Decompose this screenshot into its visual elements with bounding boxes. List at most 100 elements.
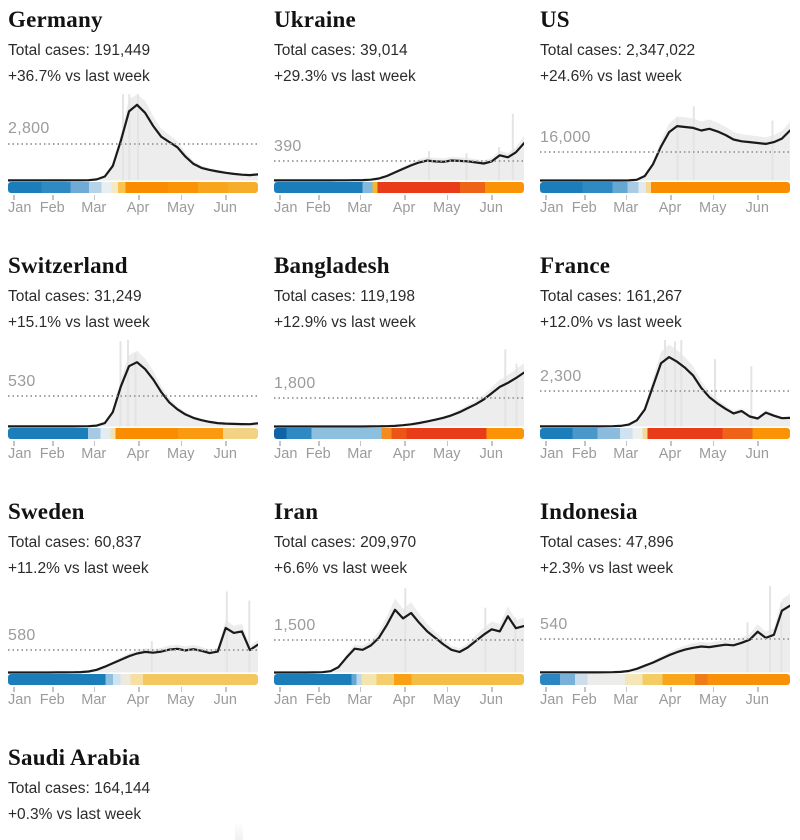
month-tick [404,440,406,446]
month-label: Jan [8,445,32,462]
country-title: Switzerland [8,253,128,278]
line-chart-canvas [540,106,790,182]
daily-bars-silhouette [540,593,790,673]
timeline-color-strip [274,181,524,193]
month-tick [670,194,672,200]
timeline-color-strip [8,427,258,439]
month-label: May [699,691,727,708]
month-axis: Jan Feb Mar Apr May Jun [540,686,790,711]
month-label: Jun [745,691,769,708]
daily-spike-bar [128,93,131,181]
country-title: Bangladesh [274,253,390,278]
month-label: Jan [274,199,298,216]
country-title: Sweden [8,499,85,524]
month-tick [545,686,547,692]
month-tick [625,194,628,200]
month-tick [52,686,54,692]
month-tick [93,686,96,692]
total-cases-text: Total cases: 209,970 [274,534,417,552]
month-tick [13,440,15,446]
total-cases-text: Total cases: 31,249 [8,288,142,306]
reference-dotted-line [8,395,258,398]
month-tick [180,440,183,446]
timeline-color-strip [274,427,524,439]
month-axis: Jan Feb Mar Apr May Jun [540,194,790,219]
month-tick [318,440,320,446]
cases-chart: 580 Jan Feb Mar Apr May Jun [8,586,258,712]
month-tick [670,440,672,446]
country-panel: Saudi Arabia Total cases: 164,144 +0.3% … [8,745,258,840]
month-label: May [433,199,461,216]
month-tick [13,686,15,692]
cases-trend-line [540,124,790,182]
reference-value-label: 1,800 [274,374,316,392]
month-label: Mar [613,199,639,216]
month-label: May [167,691,195,708]
change-vs-last-week-text: +29.3% vs last week [274,67,416,85]
reference-dotted-line [8,649,258,652]
month-tick [359,194,362,200]
daily-spike-bar [514,617,517,673]
daily-spike-bar [127,339,129,427]
cases-chart: 530 Jan Feb Mar Apr May Jun [8,339,258,466]
month-label: May [167,199,195,216]
daily-spike-bar [780,602,783,673]
daily-spike-bar [746,622,749,673]
month-label: Jan [540,691,564,708]
line-chart-canvas [274,349,524,428]
country-panel: US Total cases: 2,347,022 +24.6% vs last… [540,7,790,254]
month-tick [757,194,759,200]
daily-bars-silhouette [8,619,258,673]
month-tick [279,686,281,692]
month-tick [491,686,493,692]
month-axis: Jan Feb Mar Apr May Jun [8,440,258,465]
country-title: Iran [274,499,319,524]
line-chart-canvas [8,339,258,428]
daily-spike-bar [498,146,500,181]
month-label: Feb [39,199,65,216]
change-vs-last-week-text: +11.2% vs last week [8,559,149,577]
reference-value-label: 2,300 [540,367,582,385]
month-label: May [433,691,461,708]
month-axis: Jan Feb Mar Apr May Jun [274,440,524,465]
month-tick [279,440,281,446]
month-axis: Jan Feb Mar Apr May Jun [274,686,524,711]
country-panel: Switzerland Total cases: 31,249 +15.1% v… [8,253,258,500]
month-tick [225,194,227,200]
daily-bars-silhouette [8,94,258,181]
timeline-color-strip [8,673,258,685]
cases-trend-line [274,371,524,428]
reference-dotted-line [8,142,258,145]
country-panel: Bangladesh Total cases: 119,198 +12.9% v… [274,253,524,500]
cases-chart: 1,800 Jan Feb Mar Apr May Jun [274,340,524,466]
daily-spike-bar [137,93,139,181]
country-panel: Indonesia Total cases: 47,896 +2.3% vs l… [540,499,790,746]
reference-dotted-line [540,390,790,393]
month-label: Feb [571,445,597,462]
change-vs-last-week-text: +12.9% vs last week [274,313,416,331]
total-cases-text: Total cases: 60,837 [8,534,142,552]
total-cases-text: Total cases: 2,347,022 [540,42,696,60]
month-label: Jan [540,199,564,216]
month-label: Mar [347,445,373,462]
month-label: Apr [658,691,682,708]
month-label: Mar [347,691,373,708]
month-tick [757,440,759,446]
month-label: Jun [213,199,237,216]
total-cases-text: Total cases: 39,014 [274,42,408,60]
month-label: Apr [392,199,416,216]
month-tick [52,194,54,200]
month-label: Mar [347,199,373,216]
cases-chart: 2,300 Jan Feb Mar Apr May Jun [540,339,790,466]
month-tick [625,440,628,446]
month-tick [93,440,96,446]
month-tick [545,194,547,200]
month-tick [625,686,628,692]
month-axis: Jan Feb Mar Apr May Jun [8,194,258,219]
month-tick [279,194,281,200]
daily-spike-bar [504,349,507,427]
daily-spike-bar [465,152,468,181]
month-label: May [433,445,461,462]
month-tick [359,440,362,446]
